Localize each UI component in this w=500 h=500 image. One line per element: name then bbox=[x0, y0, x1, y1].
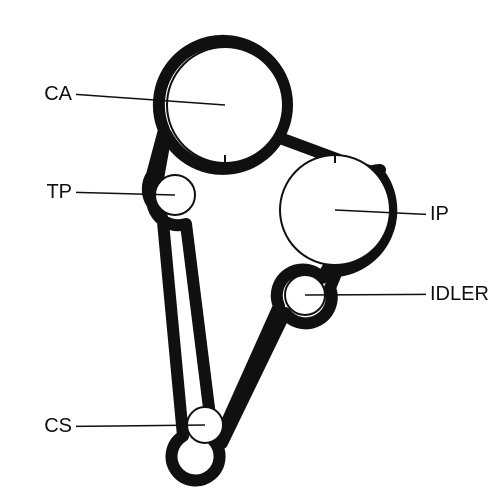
label-ip: IP bbox=[430, 203, 449, 225]
leader-idler bbox=[305, 294, 426, 295]
label-ca: CA bbox=[44, 83, 72, 105]
label-idler: IDLER bbox=[430, 283, 489, 305]
label-cs: CS bbox=[44, 415, 72, 437]
belt-diagram: CA TP IP IDLER CS bbox=[0, 0, 500, 500]
label-tp: TP bbox=[46, 181, 72, 203]
